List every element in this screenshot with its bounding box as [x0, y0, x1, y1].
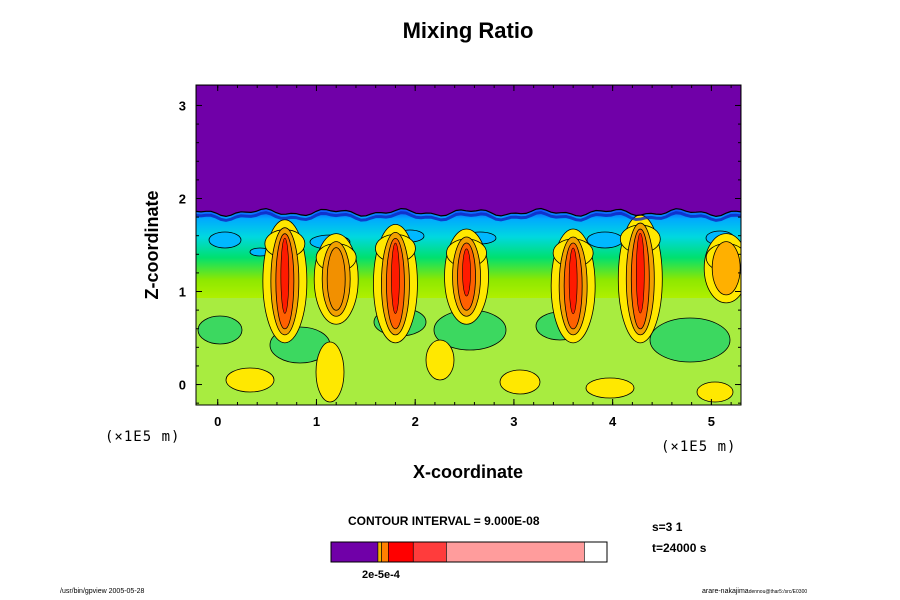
x-tick-label: 4	[609, 414, 617, 429]
upper-layer-edge	[196, 210, 741, 222]
plot-frame	[195, 84, 742, 406]
plumes	[262, 214, 741, 344]
y-axis-label: Z-coordinate	[142, 190, 162, 299]
x-tick-label: 1	[313, 414, 320, 429]
axis-ticks: 0 1 2 3 4 5 0 1 2 3	[179, 85, 741, 429]
x-axis-label: X-coordinate	[413, 462, 523, 482]
plume	[703, 233, 741, 304]
moist-patch	[208, 231, 242, 249]
footer-command: /usr/bin/gpview 2005-05-28	[60, 588, 145, 595]
x-tick-label: 0	[214, 414, 221, 429]
y-tick-label: 0	[179, 378, 186, 393]
field-patch	[499, 369, 541, 395]
colorbar	[330, 541, 608, 563]
field-patch	[425, 339, 455, 381]
plume	[617, 214, 663, 344]
moist-patch	[586, 231, 624, 249]
x-tick-label: 2	[412, 414, 419, 429]
plume	[550, 228, 596, 344]
colorbar-segment	[381, 541, 389, 563]
field-patch	[585, 377, 635, 399]
footer-author-name: arare-nakajima	[702, 588, 749, 595]
x-tick-label: 3	[510, 414, 517, 429]
y-tick-label: 3	[179, 98, 186, 113]
plot-area	[196, 85, 741, 405]
colorbar-segment	[412, 541, 447, 563]
plume	[444, 228, 489, 325]
y-tick-label: 2	[179, 191, 186, 206]
field-patch	[649, 317, 731, 363]
field-patch	[225, 367, 275, 393]
y-tick-label: 1	[179, 285, 186, 300]
footer-author-host: dennou@thar5:/src/E0300	[748, 589, 808, 595]
y-unit-label: (×1E5 m)	[105, 429, 180, 445]
field-patch	[315, 341, 345, 403]
footer-author: arare-nakajimadennou@thar5:/src/E0300	[702, 588, 807, 595]
x-unit-label: (×1E5 m)	[661, 439, 736, 455]
colorbar-label: 2e-5e-4	[362, 569, 400, 581]
plume	[262, 219, 308, 344]
chart-title: Mixing Ratio	[403, 18, 534, 43]
colorbar-segment	[446, 541, 585, 563]
colorbar-segment	[330, 541, 379, 563]
plume	[313, 233, 359, 325]
field-patch	[696, 381, 734, 403]
upper-dry-layer	[196, 85, 741, 218]
time-label: t=24000 s	[652, 541, 707, 555]
plume	[373, 223, 418, 344]
colorbar-segment	[388, 541, 414, 563]
x-tick-label: 5	[708, 414, 715, 429]
colorbar-segment	[377, 541, 382, 563]
field-patch	[197, 315, 243, 345]
step-label: s=3 1	[652, 520, 683, 534]
contour-interval-label: CONTOUR INTERVAL = 9.000E-08	[348, 514, 540, 528]
